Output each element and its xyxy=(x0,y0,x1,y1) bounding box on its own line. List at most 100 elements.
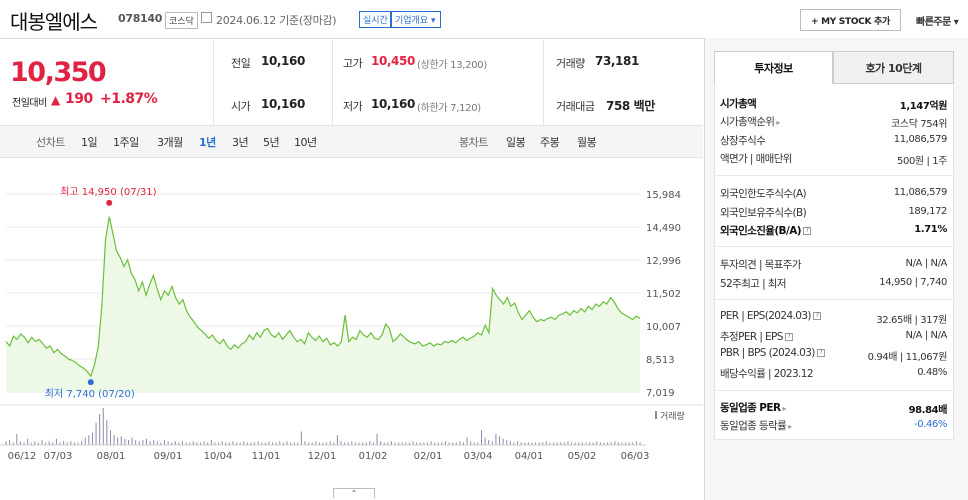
help-icon[interactable]: ? xyxy=(816,349,825,357)
market-cap-rank-label: 시가총액순위 xyxy=(720,116,775,128)
price-chart: 15,984 14,490 12,996 11,502 10,007 8,513 7,019… xyxy=(0,186,703,462)
chevron-right-icon: ▸ xyxy=(776,118,780,127)
quick-order-label: 빠른주문 xyxy=(916,17,951,28)
period-5y[interactable]: 5년 xyxy=(263,136,280,149)
low-label: 저가 xyxy=(343,100,363,113)
info-label: 투자의견 | 목표주가 xyxy=(720,259,802,271)
chevron-down-icon: ▾ xyxy=(431,16,436,26)
up-triangle-icon: ▲ xyxy=(51,93,61,107)
info-value: 189,172 xyxy=(908,206,947,217)
y-tick-label: 8,513 xyxy=(646,355,675,366)
y-tick-label: 15,984 xyxy=(646,190,681,201)
prev-close-label: 전일 xyxy=(231,57,251,70)
change-value: 190 xyxy=(65,91,93,107)
info-label: 동일업종 등락률 ▸ xyxy=(720,418,792,433)
market-cap-label: 시가총액 xyxy=(720,98,757,110)
y-tick-label: 10,007 xyxy=(646,322,681,333)
stock-name: 대봉엘에스 xyxy=(10,10,98,34)
tab-orderbook[interactable]: 호가 10단계 xyxy=(833,51,954,84)
info-label: 시가총액 xyxy=(720,96,757,111)
tab-investment-info[interactable]: 투자정보 xyxy=(714,51,833,84)
divider xyxy=(714,175,954,176)
price-line xyxy=(5,216,641,378)
info-label: 추정PER | EPS? xyxy=(720,329,793,344)
period-1w[interactable]: 1주일 xyxy=(113,136,139,149)
info-label: 외국인보유주식수(B) xyxy=(720,207,807,219)
chevron-down-icon: ▾ xyxy=(953,17,959,28)
collapse-chart-button[interactable]: ⌃ xyxy=(333,488,375,498)
candle-monthly[interactable]: 월봉 xyxy=(577,136,597,149)
calendar-icon xyxy=(201,12,212,23)
y-tick-label: 12,996 xyxy=(646,256,681,267)
quick-order-button[interactable]: 빠른주문 ▾ xyxy=(916,13,959,28)
x-tick-label: 08/01 xyxy=(97,451,126,462)
realtime-button[interactable]: 실시간 xyxy=(359,11,392,28)
info-value: 코스닥 754위 xyxy=(891,119,947,130)
quote-date: 2024.06.12 기준(장마감) xyxy=(216,12,337,28)
volume-label: 거래량 xyxy=(556,57,585,70)
period-3m[interactable]: 3개월 xyxy=(157,136,183,149)
y-tick-label: 14,490 xyxy=(646,223,681,234)
info-value: N/A | N/A xyxy=(905,330,947,341)
est-per-eps-label: 추정PER | EPS xyxy=(720,331,783,343)
low-value: 10,160 xyxy=(371,97,415,111)
info-value: 32.65배 | 317원 xyxy=(876,315,947,326)
market-badge: 코스닥 xyxy=(165,12,198,29)
info-value: 0.48% xyxy=(917,367,947,378)
company-overview-button[interactable]: 기업개요 ▾ xyxy=(390,11,441,28)
chevron-right-icon: ▸ xyxy=(782,404,786,413)
basis-text: 기준(장마감) xyxy=(279,14,337,27)
x-tick-label: 10/04 xyxy=(204,451,233,462)
line-chart-label: 선차트 xyxy=(36,136,65,149)
period-1y[interactable]: 1년 xyxy=(199,136,216,149)
volume-legend: 거래량 xyxy=(660,410,685,422)
max-label: 최고 14,950 (07/31) xyxy=(60,186,156,198)
current-price: 10,350 xyxy=(10,57,107,88)
industry-per-label: 동일업종 PER xyxy=(720,402,781,414)
info-label: PBR | BPS (2024.03)? xyxy=(720,347,825,359)
volume-value: 73,181 xyxy=(595,54,639,68)
x-tick-label: 03/04 xyxy=(464,451,493,462)
prev-close-value: 10,160 xyxy=(261,54,305,68)
high-label: 고가 xyxy=(343,57,363,70)
x-tick-label: 06/03 xyxy=(621,451,650,462)
candle-weekly[interactable]: 주봉 xyxy=(540,136,560,149)
divider xyxy=(714,299,954,300)
x-tick-label: 05/02 xyxy=(568,451,597,462)
info-value: 11,086,579 xyxy=(893,187,948,198)
open-label: 시가 xyxy=(231,100,251,113)
period-3y[interactable]: 3년 xyxy=(232,136,249,149)
x-tick-label: 04/01 xyxy=(515,451,544,462)
info-label: 시가총액순위 ▸ xyxy=(720,114,780,129)
help-icon[interactable]: ? xyxy=(812,312,821,320)
period-1d[interactable]: 1일 xyxy=(81,136,98,149)
divider xyxy=(213,40,214,125)
info-label: 배당수익률 | 2023.12 xyxy=(720,368,814,380)
x-tick-label: 11/01 xyxy=(252,451,281,462)
amount-label: 거래대금 xyxy=(556,100,595,113)
info-label: 상장주식수 xyxy=(720,135,766,147)
candle-daily[interactable]: 일봉 xyxy=(506,136,526,149)
company-overview-label: 기업개요 xyxy=(395,16,429,26)
divider xyxy=(332,40,333,125)
info-value: 1,147억원 xyxy=(899,101,948,112)
volume-legend-swatch xyxy=(655,411,657,419)
x-tick-label: 12/01 xyxy=(308,451,337,462)
help-icon[interactable]: ? xyxy=(784,333,793,341)
candle-chart-label: 봉차트 xyxy=(459,136,488,149)
info-label: PER | EPS(2024.03)? xyxy=(720,310,821,322)
investment-info-panel xyxy=(714,84,954,440)
period-10y[interactable]: 10년 xyxy=(294,136,317,149)
x-tick-label: 01/02 xyxy=(359,451,388,462)
industry-change-label: 동일업종 등락률 xyxy=(720,420,787,432)
help-icon[interactable]: ? xyxy=(802,227,811,235)
info-value: 14,950 | 7,740 xyxy=(879,277,947,288)
divider xyxy=(543,40,544,125)
info-label: 액면가 | 매매단위 xyxy=(720,153,792,165)
info-value: 98.84배 xyxy=(908,405,948,416)
x-tick-label: 09/01 xyxy=(154,451,183,462)
amount-value: 758 백만 xyxy=(606,99,655,113)
info-value: 11,086,579 xyxy=(893,134,948,145)
add-my-stock-button[interactable]: + MY STOCK 추가 xyxy=(800,9,901,31)
y-tick-label: 11,502 xyxy=(646,289,681,300)
